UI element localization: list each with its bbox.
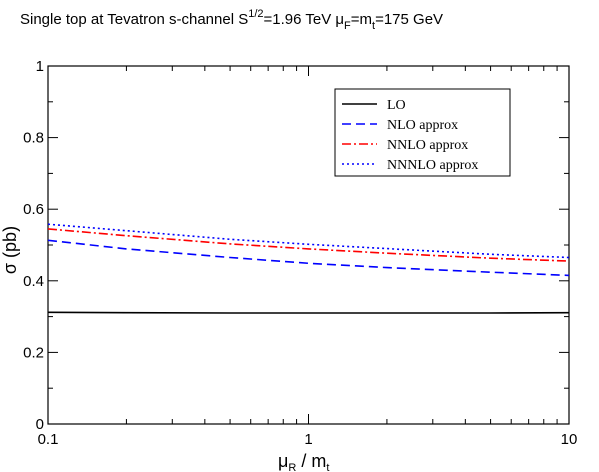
x-axis-title: μR / mt — [278, 451, 329, 472]
y-tick-label: 0.8 — [23, 130, 44, 147]
x-tick-label: 10 — [561, 431, 578, 448]
legend: LO NLO approx NNLO approx NNNLO approx — [334, 88, 511, 177]
legend-label-nnnlo-approx: NNNLO approx — [387, 158, 478, 173]
chart-title: Single top at Tevatron s-channel S1/2=1.… — [20, 8, 443, 32]
y-tick-label: 1 — [36, 58, 44, 75]
axis-ticks — [47, 65, 570, 425]
y-tick-label: 0.4 — [23, 273, 44, 290]
tick-labels: 0.1 1 10 0 0.2 0.4 0.6 0.8 1 — [23, 58, 577, 448]
legend-label-nlo-approx: NLO approx — [387, 118, 458, 133]
x-tick-label: 0.1 — [38, 431, 59, 448]
y-tick-label: 0 — [36, 416, 44, 433]
series-line-nnlo-approx — [47, 228, 570, 262]
series-lines — [47, 223, 570, 314]
y-tick-label: 0.2 — [23, 344, 44, 361]
series-line-lo — [47, 311, 570, 314]
legend-label-lo: LO — [387, 98, 406, 113]
y-axis-title: σ (pb) — [0, 226, 20, 274]
legend-label-nnlo-approx: NNLO approx — [387, 138, 468, 153]
x-tick-label: 1 — [304, 431, 312, 448]
series-line-nlo-approx — [47, 239, 570, 277]
y-tick-label: 0.6 — [23, 201, 44, 218]
series-line-nnnlo-approx — [47, 223, 570, 259]
